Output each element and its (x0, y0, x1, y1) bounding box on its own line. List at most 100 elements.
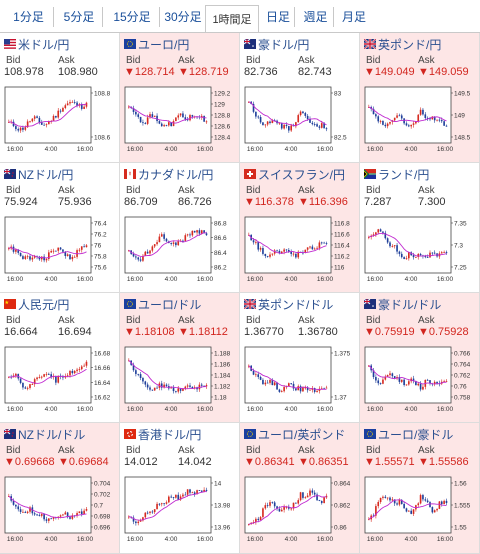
rate-panel[interactable]: ユーロ/豪ドル Bid Ask ▼1.55571 ▼1.55586 1.56 1.555 1.… (360, 423, 480, 554)
rate-panel[interactable]: 人民元/円 Bid Ask 16.664 16.694 16.68 16.66 16.64 16… (0, 293, 120, 423)
panel-title[interactable]: ユーロ/ドル (124, 296, 201, 312)
tab-monthly[interactable]: 月足 (341, 10, 366, 24)
mini-candlestick-chart[interactable]: 0.766 0.764 0.762 0.76 0.758 16:00 4:00 16:00 (363, 345, 475, 417)
rate-panel[interactable]: 英ポンド/円 Bid Ask ▼149.049 ▼149.059 149.5 149 148.… (360, 33, 480, 163)
mini-candlestick-chart[interactable]: 86.8 86.6 86.4 86.2 16:00 4:00 16:00 (123, 215, 235, 287)
currency-pair-label[interactable]: 人民元/円 (18, 297, 70, 312)
rate-panel[interactable]: カナダドル/円 Bid Ask 86.709 86.726 86.8 86.6 86.4 86.… (120, 163, 240, 293)
rate-panel[interactable]: ユーロ/ドル Bid Ask ▼1.18108 ▼1.18112 1.188 1.186 1.… (120, 293, 240, 423)
currency-pair-label[interactable]: スイスフラン/円 (258, 167, 345, 182)
candle-body (264, 382, 267, 385)
mini-candlestick-chart[interactable]: 7.35 7.3 7.25 16:00 4:00 16:00 (363, 215, 475, 287)
panel-title[interactable]: カナダドル/円 (124, 166, 213, 182)
candle-body (163, 503, 165, 505)
y-tick-label: 0.758 (454, 395, 471, 402)
panel-title[interactable]: ランド/円 (364, 166, 429, 182)
mini-candlestick-chart[interactable]: 1.56 1.555 1.55 16:00 4:00 16:00 (363, 475, 475, 547)
mini-candlestick-chart[interactable]: 1.188 1.186 1.184 1.182 1.18 16:00 4:00 16:00 (123, 345, 235, 417)
panel-title[interactable]: 人民元/円 (4, 296, 69, 312)
currency-pair-label[interactable]: ユーロ/豪ドル (378, 427, 454, 442)
bid-label: Bid (6, 55, 21, 66)
currency-pair-label[interactable]: ユーロ/英ポンド (258, 427, 346, 442)
rate-panel[interactable]: 香港ドル/円 Bid Ask 14.012 14.042 14 13.98 13.96 16:0… (120, 423, 240, 554)
mini-candlestick-chart[interactable]: 149.5 149 148.5 16:00 4:00 16:00 (363, 85, 475, 157)
tab-1min[interactable]: 1分足 (4, 7, 54, 27)
rate-panel[interactable]: NZドル/ドル Bid Ask ▼0.69668 ▼0.69684 0.704 0.702 0… (0, 423, 120, 554)
panel-title[interactable]: 豪ドル/円 (244, 36, 309, 52)
candle-body (278, 122, 281, 124)
candle-body (163, 234, 165, 239)
candle-body (15, 126, 17, 130)
tab-30min[interactable]: 30分足 (164, 10, 202, 24)
mini-candlestick-chart[interactable]: 116.8 116.6 116.4 116.2 116 16:00 4:00 16:00 (243, 215, 355, 287)
candle-body (384, 496, 387, 498)
panel-title[interactable]: 英ポンド/円 (364, 36, 441, 52)
currency-pair-label[interactable]: 豪ドル/ドル (378, 297, 442, 312)
panel-title[interactable]: 香港ドル/円 (124, 426, 201, 442)
candle-body (45, 373, 48, 375)
mini-candlestick-chart[interactable]: 0.704 0.702 0.7 0.698 0.696 16:00 4:00 16:00 (3, 475, 115, 547)
candle-body (320, 501, 323, 504)
panel-title[interactable]: ユーロ/豪ドル (364, 426, 453, 442)
currency-pair-label[interactable]: ユーロ/円 (138, 37, 190, 52)
currency-pair-label[interactable]: NZドル/円 (18, 167, 74, 182)
mini-candlestick-chart[interactable]: 83 82.5 16:00 4:00 16:00 (243, 85, 355, 157)
currency-pair-label[interactable]: 英ポンド/円 (378, 37, 442, 52)
candle-body (304, 387, 307, 389)
currency-pair-label[interactable]: 米ドル/円 (18, 37, 70, 52)
candle-body (8, 122, 10, 123)
candle-body (196, 230, 198, 233)
mini-candlestick-chart[interactable]: 0.864 0.862 0.86 16:00 4:00 16:00 (243, 475, 355, 547)
rate-panel[interactable]: 米ドル/円 Bid Ask 108.978 108.980 108.8 108.6 16:00… (0, 33, 120, 163)
currency-pair-label[interactable]: ユーロ/ドル (138, 297, 202, 312)
panel-title[interactable]: ユーロ/円 (124, 36, 189, 52)
tab-daily[interactable]: 日足 (262, 7, 295, 27)
x-tick-label: 16:00 (197, 276, 214, 283)
panel-title[interactable]: NZドル/ドル (4, 426, 85, 442)
tab-15min[interactable]: 15分足 (105, 7, 160, 27)
currency-pair-label[interactable]: 英ポンド/ドル (258, 297, 334, 312)
candle-body (320, 388, 323, 390)
candle-body (78, 511, 81, 514)
currency-pair-label[interactable]: NZドル/ドル (18, 427, 86, 442)
candle-body (325, 128, 328, 130)
candle-body (269, 502, 271, 506)
rate-panel[interactable]: NZドル/円 Bid Ask 75.924 75.936 76.4 76.2 76 75.8 75… (0, 163, 120, 293)
currency-pair-label[interactable]: ランド/円 (378, 167, 430, 182)
ask-label: Ask (58, 55, 75, 66)
mini-candlestick-chart[interactable]: 108.8 108.6 16:00 4:00 16:00 (3, 85, 115, 157)
candle-body (137, 114, 140, 117)
panel-title[interactable]: スイスフラン/円 (244, 166, 345, 182)
currency-pair-label[interactable]: 香港ドル/円 (138, 427, 202, 442)
tab-5min[interactable]: 5分足 (56, 7, 103, 27)
rate-panel[interactable]: 豪ドル/円 Bid Ask 82.736 82.743 83 82.5 16:00 4:00 16… (240, 33, 360, 163)
timeframe-tabbar: 1分足 5分足 15分足 30分足 1時間足 日足 週足 月足 (0, 0, 480, 34)
mini-candlestick-chart[interactable]: 129.2 129 128.8 128.6 128.4 16:00 4:00 16:00 (123, 85, 235, 157)
mini-candlestick-chart[interactable]: 1.375 1.37 16:00 4:00 16:00 (243, 345, 355, 417)
rate-panel[interactable]: ランド/円 Bid Ask 7.287 7.300 7.35 7.3 7.25 16:00 4:0… (360, 163, 480, 293)
candle-body (33, 513, 36, 515)
currency-pair-label[interactable]: カナダドル/円 (138, 167, 214, 182)
candle-body (156, 387, 158, 389)
rate-panel[interactable]: 英ポンド/ドル Bid Ask 1.36770 1.36780 1.375 1.37 16:0… (240, 293, 360, 423)
mini-candlestick-chart[interactable]: 14 13.98 13.96 16:00 4:00 16:00 (123, 475, 235, 547)
tab-1hour[interactable]: 1時間足 (205, 5, 259, 33)
rate-panel[interactable]: ユーロ/円 Bid Ask ▼128.714 ▼128.719 129.2 129 128.8… (120, 33, 240, 163)
mini-candlestick-chart[interactable]: 16.68 16.66 16.64 16.62 16:00 4:00 16:00 (3, 345, 115, 417)
candle-body (415, 256, 417, 258)
rate-panel[interactable]: ユーロ/英ポンド Bid Ask ▼0.86341 ▼0.86351 0.864 0.862… (240, 423, 360, 554)
currency-pair-label[interactable]: 豪ドル/円 (258, 37, 310, 52)
candle-body (189, 115, 191, 121)
panel-title[interactable]: ユーロ/英ポンド (244, 426, 345, 442)
panel-title[interactable]: 英ポンド/ドル (244, 296, 333, 312)
tab-weekly[interactable]: 週足 (298, 7, 334, 27)
panel-title[interactable]: 豪ドル/ドル (364, 296, 441, 312)
panel-title[interactable]: 米ドル/円 (4, 36, 69, 52)
candle-body (172, 242, 175, 244)
candle-body (431, 252, 434, 254)
rate-panel[interactable]: スイスフラン/円 Bid Ask ▼116.378 ▼116.396 116.8 116.6… (240, 163, 360, 293)
rate-panel[interactable]: 豪ドル/ドル Bid Ask ▼0.75919 ▼0.75928 0.766 0.764 0.… (360, 293, 480, 423)
mini-candlestick-chart[interactable]: 76.4 76.2 76 75.8 75.6 16:00 4:00 16:00 (3, 215, 115, 287)
x-tick-label: 16:00 (77, 406, 94, 413)
panel-title[interactable]: NZドル/円 (4, 166, 73, 182)
